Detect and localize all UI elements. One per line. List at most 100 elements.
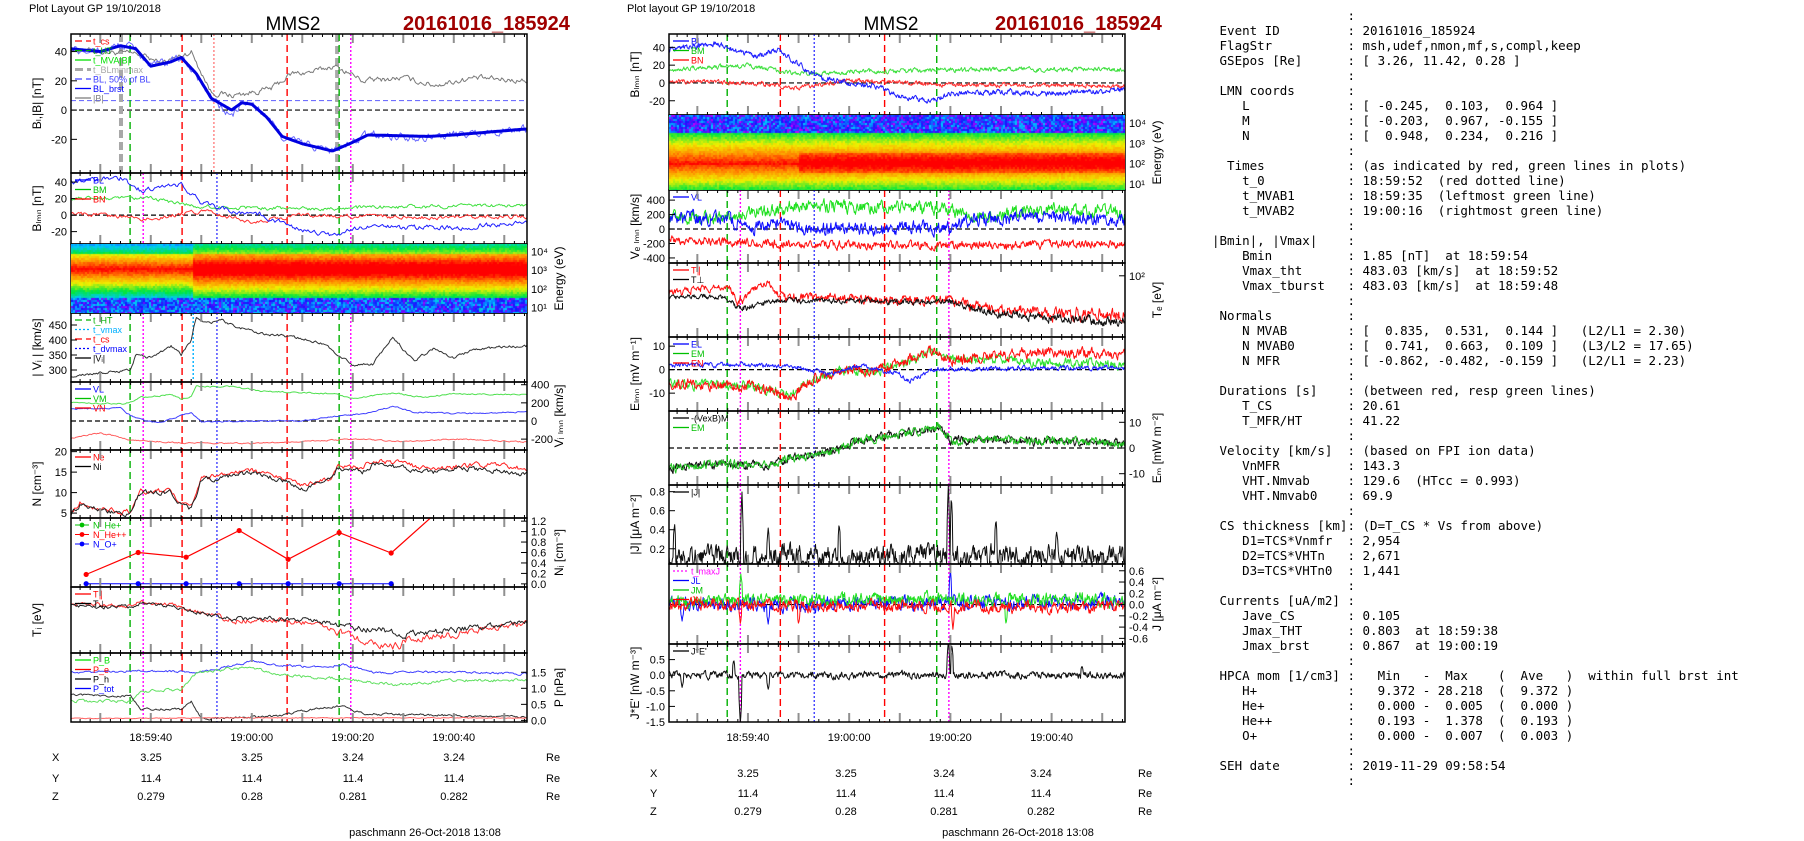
panel-j: 0.8 0.6 0.4 0.2 |J| |J| [μA m⁻²] — [628, 484, 1126, 565]
y-tick-label: 0 — [61, 210, 67, 222]
legend-label: t_dvmax — [93, 344, 128, 354]
summary-line: He++: 0.193 - 1.378 ( 0.193 ) — [1212, 713, 1739, 728]
summary-line: Bmin: 1.85 [nT] at 18:59:54 — [1212, 248, 1739, 263]
position-value: 3.25 — [737, 768, 758, 780]
summary-separator: : — [1347, 398, 1363, 413]
y-axis-label: Vᵢ ₗₘₙ [km/s] — [552, 385, 566, 448]
y-tick-label: 10³ — [531, 265, 547, 277]
summary-value: 20161016_185924 — [1362, 23, 1476, 38]
summary-key: N MFR — [1212, 353, 1280, 368]
data-point-marker — [236, 581, 242, 587]
series-vm — [71, 385, 527, 405]
y-tick-label: 0.6 — [650, 506, 665, 518]
legend-label: EM — [691, 423, 705, 433]
y-tick-label: 1.2 — [531, 516, 546, 528]
summary-line: VHT.Nmvab0: 69.9 — [1212, 488, 1739, 503]
legend-label: EN — [691, 359, 704, 369]
summary-line: : — [1212, 503, 1739, 518]
summary-key: Vmax_tht — [1212, 263, 1303, 278]
y-tick-label: 0.2 — [531, 568, 546, 580]
footer-credit: paschmann 26-Oct-2018 13:08 — [349, 827, 501, 839]
y-tick-label: 40 — [55, 177, 67, 189]
summary-line: HPCA mom [1/cm3]: Min - Max ( Ave ) with… — [1212, 668, 1739, 683]
series-jm — [669, 573, 1125, 624]
series-n-he- — [85, 518, 432, 576]
legend-label: T⊥ — [691, 275, 704, 285]
summary-value: 9.372 - 28.218 ( 9.372 ) — [1362, 683, 1574, 698]
legend-label: BL_brst — [93, 84, 125, 94]
panel-ni: 1.21.00.80.60.40.20.0 N_He+N_He++N_O+ Nᵢ [… — [70, 516, 566, 591]
position-value: 3.25 — [835, 768, 856, 780]
data-point-marker — [183, 581, 189, 587]
y-tick-label: -0.2 — [1129, 611, 1148, 623]
summary-line: GSEpos [Re]: [ 3.26, 11.42, 0.28 ] — [1212, 53, 1739, 68]
y-tick-label: 10 — [653, 341, 665, 353]
panel-plot-area — [669, 644, 1125, 722]
summary-line: Vmax_tburst: 483.03 [km/s] at 18:59:48 — [1212, 278, 1739, 293]
summary-separator: : — [1347, 743, 1363, 758]
y-tick-label: 10² — [531, 284, 547, 296]
series--j- — [669, 485, 1125, 564]
position-unit: Re — [1138, 788, 1152, 800]
series-ne — [71, 458, 527, 516]
y-axis-label: J*E' [nW m⁻³] — [628, 647, 642, 720]
series-vn — [669, 235, 1125, 252]
summary-line: T_MFR/HT: 41.22 — [1212, 413, 1739, 428]
panel-plot-area — [71, 382, 527, 450]
panel-plot-area — [669, 34, 1125, 115]
y-tick-label: 20 — [55, 194, 67, 206]
position-value: 3.24 — [933, 768, 954, 780]
series-bl — [669, 41, 1125, 104]
position-value: 0.279 — [734, 806, 762, 818]
position-value: 11.4 — [242, 773, 263, 785]
summary-separator: : — [1347, 323, 1363, 338]
summary-separator: : — [1347, 233, 1363, 248]
position-value: 11.4 — [738, 788, 759, 800]
y-tick-label: 0.0 — [531, 579, 546, 591]
y-tick-label: 0 — [1129, 443, 1135, 455]
y-tick-label: 0.4 — [1129, 577, 1144, 589]
figure-title: MMS2 — [266, 14, 321, 35]
summary-separator: : — [1347, 53, 1363, 68]
y-axis-label: Bₗ,|B| [nT] — [30, 78, 44, 130]
summary-separator: : — [1347, 8, 1363, 23]
x-tick-label: 19:00:20 — [331, 732, 374, 744]
data-point-marker — [285, 581, 291, 587]
series--b- — [71, 47, 527, 99]
layout-note: Plot layout GP 19/10/2018 — [627, 3, 755, 15]
summary-value: msh,udef,nmon,mf,s,compl,keep — [1362, 38, 1581, 53]
position-value: 0.279 — [137, 791, 165, 803]
position-value: 0.28 — [241, 791, 262, 803]
y-tick-label: 1.0 — [531, 683, 546, 695]
y-tick-label: -20 — [51, 134, 67, 146]
summary-separator: : — [1347, 518, 1363, 533]
summary-line: Currents [uA/m2]: — [1212, 593, 1739, 608]
position-value: 3.25 — [140, 752, 161, 764]
summary-line: N MVAB: [ 0.835, 0.531, 0.144 ] (L2/L1 =… — [1212, 323, 1739, 338]
legend-label: VN — [93, 404, 106, 414]
summary-value: 0.000 - 0.007 ( 0.003 ) — [1362, 728, 1574, 743]
summary-key: D3=TCS*VHTn0 — [1212, 563, 1333, 578]
summary-line: SEH date: 2019-11-29 09:58:54 — [1212, 758, 1739, 773]
position-unit: Re — [1138, 806, 1152, 818]
summary-separator: : — [1347, 578, 1363, 593]
series-tpar — [669, 280, 1125, 324]
summary-line: : — [1212, 428, 1739, 443]
legend-label: VL — [93, 385, 104, 395]
summary-separator: : — [1347, 458, 1363, 473]
summary-value: [ 3.26, 11.42, 0.28 ] — [1362, 53, 1521, 68]
position-unit: Re — [1138, 768, 1152, 780]
y-tick-label: 15 — [55, 467, 67, 479]
summary-separator: : — [1347, 308, 1363, 323]
summary-key: Jmax_THT — [1212, 623, 1303, 638]
legend-label: t_cs — [93, 335, 110, 345]
summary-separator: : — [1347, 473, 1363, 488]
y-tick-label: 1.0 — [531, 527, 546, 539]
summary-line: D2=TCS*VHTn: 2,671 — [1212, 548, 1739, 563]
series-bn — [71, 209, 527, 224]
summary-value: 18:59:52 (red dotted line) — [1362, 173, 1566, 188]
legend-label: t_HT — [93, 46, 113, 56]
summary-line: VnMFR: 143.3 — [1212, 458, 1739, 473]
summary-key: Currents [uA/m2] — [1212, 593, 1340, 608]
